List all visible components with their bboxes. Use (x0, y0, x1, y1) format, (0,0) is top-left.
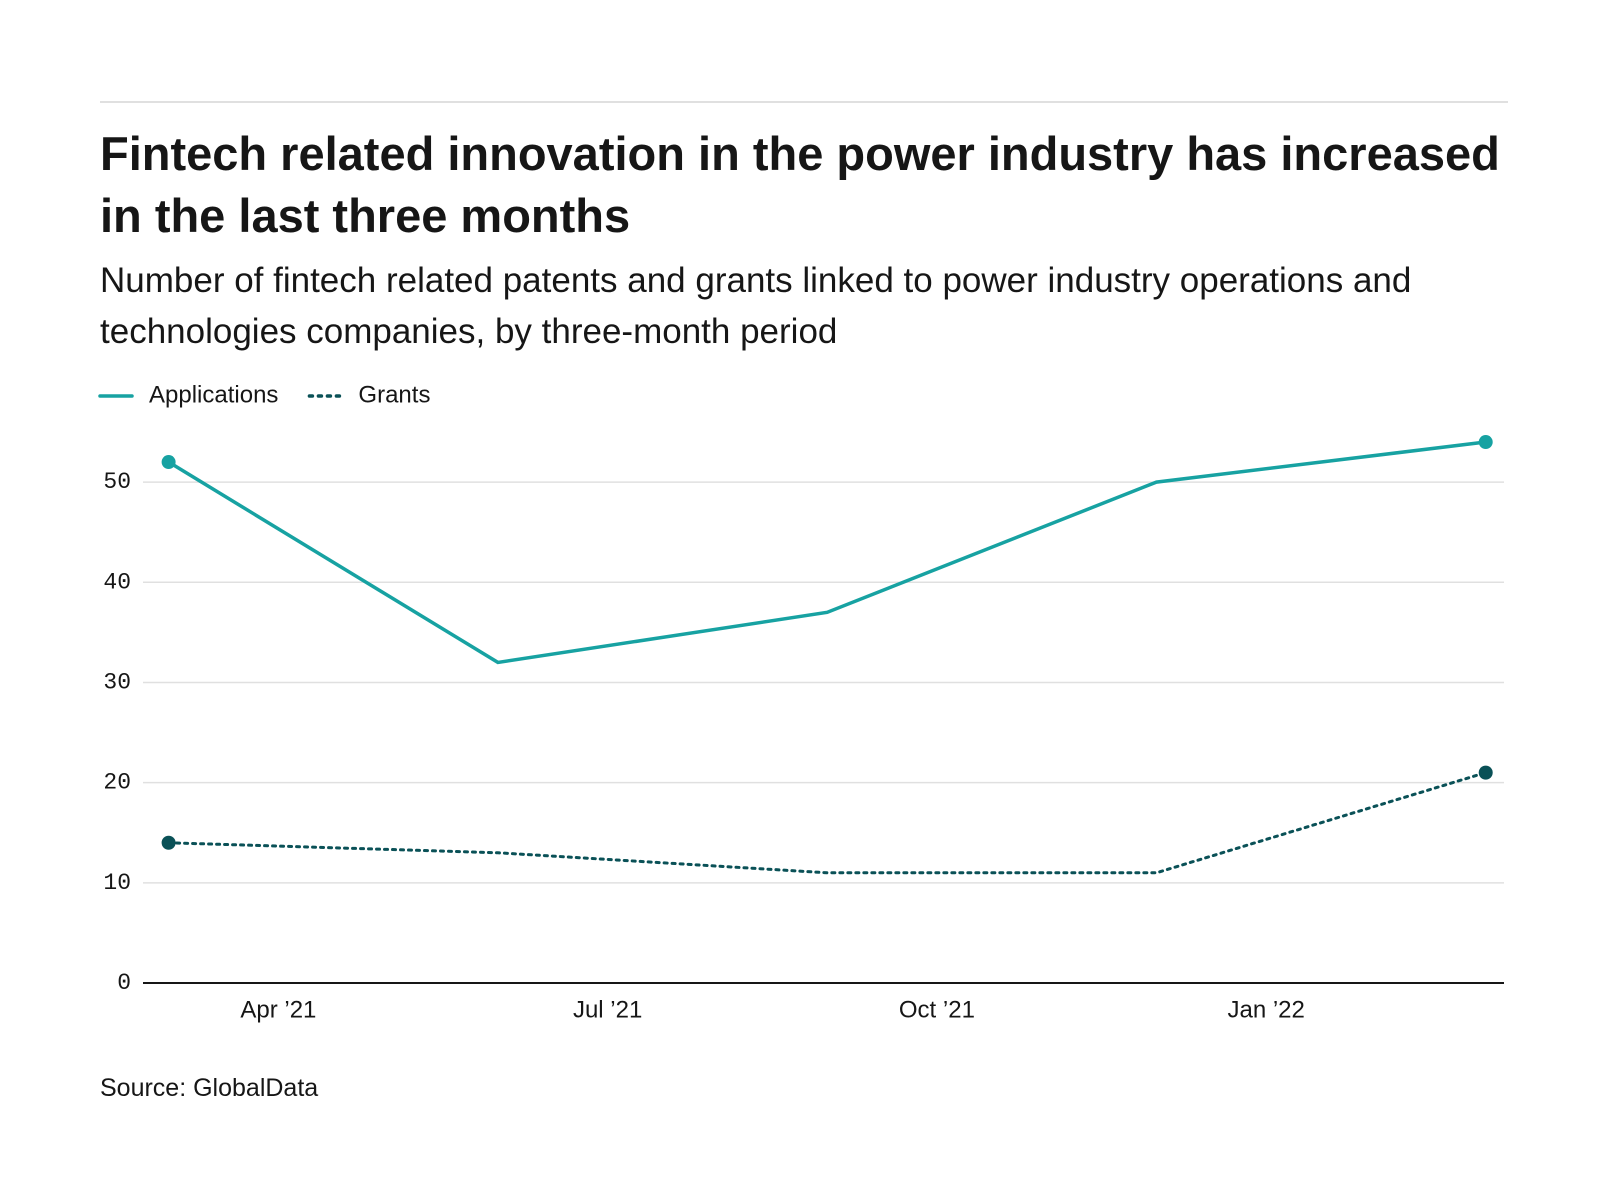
y-tick-label: 40 (103, 569, 131, 595)
series-line (166, 440, 1488, 665)
x-tick-label: Jan ’22 (1227, 996, 1304, 1023)
y-tick-label: 0 (117, 970, 131, 996)
top-rule (100, 101, 1508, 103)
x-tick-label: Apr ’21 (240, 996, 316, 1023)
legend-label: Applications (149, 381, 278, 408)
chart-title: Fintech related innovation in the power … (100, 127, 1500, 242)
y-tick-label: 10 (103, 870, 131, 896)
end-marker (1478, 435, 1493, 450)
x-tick-label: Jul ’21 (573, 996, 642, 1023)
end-marker (161, 455, 176, 470)
x-tick-label: Oct ’21 (899, 996, 975, 1023)
y-tick-label: 20 (103, 770, 131, 796)
end-marker (161, 835, 176, 850)
source-note: Source: GlobalData (100, 1074, 319, 1102)
end-marker (1478, 765, 1493, 780)
legend-label: Grants (358, 381, 430, 408)
series-line (167, 771, 1488, 875)
chart-subtitle: Number of fintech related patents and gr… (100, 261, 1412, 351)
y-tick-label: 30 (103, 670, 131, 696)
y-tick-label: 50 (103, 469, 131, 495)
